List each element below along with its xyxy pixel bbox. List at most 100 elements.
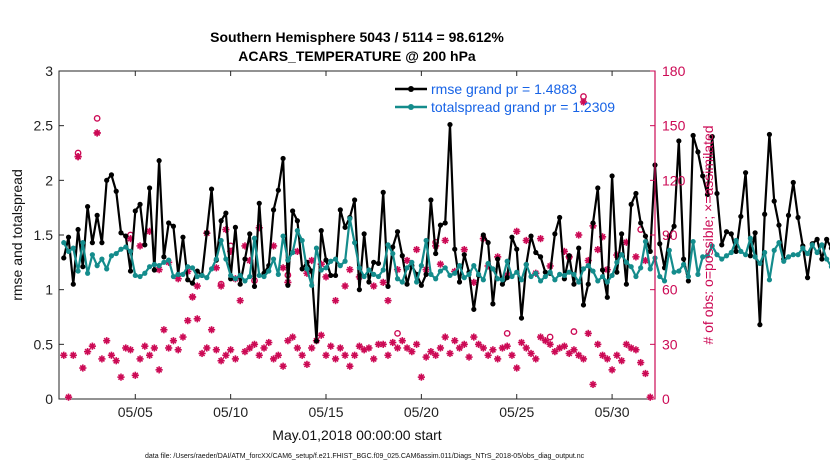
totalspread-point [123, 244, 129, 250]
obs-assimilated-marker [279, 362, 287, 370]
totalspread-point [695, 271, 701, 277]
obs-asterisk-stroke [213, 264, 220, 271]
obs-asterisk-stroke [322, 273, 330, 280]
totalspread-point [304, 266, 310, 272]
obs-assimilated-marker [436, 260, 445, 268]
rmse-point [819, 256, 825, 262]
totalspread-point [590, 268, 596, 274]
x-tick-label: 05/05 [118, 404, 153, 420]
obs-asterisk-stroke [437, 344, 444, 352]
obs-asterisk-stroke [513, 364, 520, 372]
totalspread-point [504, 258, 510, 264]
totalspread-point [814, 249, 820, 256]
obs-asterisk-stroke [470, 279, 477, 286]
x-tick-label: 05/25 [499, 404, 534, 420]
obs-asterisk-stroke [308, 257, 315, 264]
rmse-point [595, 185, 601, 191]
totalspread-point [576, 279, 582, 285]
rmse-point [795, 214, 801, 221]
rmse-point [614, 269, 620, 275]
totalspread-point [75, 268, 81, 274]
totalspread-point [781, 258, 787, 264]
obs-asterisk-stroke [198, 350, 206, 357]
obs-asterisk-stroke [461, 341, 468, 348]
obs-assimilated-marker [522, 344, 530, 352]
obs-assimilated-marker [79, 364, 87, 372]
totalspread-point [795, 252, 801, 258]
obs-asterisk-stroke [337, 344, 344, 352]
obs-asterisk-stroke [408, 348, 415, 355]
rmse-point [99, 240, 105, 246]
obs-asterisk-stroke [260, 344, 268, 352]
obs-asterisk-stroke [470, 333, 477, 341]
obs-assimilated-marker [250, 340, 259, 348]
obs-asterisk-stroke [632, 253, 640, 260]
obs-asterisk-stroke [547, 341, 554, 348]
obs-assimilated-marker [641, 369, 650, 378]
obs-asterisk-stroke [594, 341, 601, 348]
rmse-point [290, 208, 296, 214]
obs-asterisk-stroke [170, 337, 177, 344]
totalspread-point [762, 249, 768, 256]
totalspread-point [89, 252, 95, 258]
x-tick-label: 05/30 [595, 404, 630, 420]
totalspread-point [585, 263, 591, 269]
totalspread-point [733, 237, 739, 244]
rmse-point [247, 231, 253, 237]
obs-assimilated-marker [470, 278, 478, 286]
obs-assimilated-marker [598, 351, 607, 359]
totalspread-point [437, 268, 444, 274]
y-right-tick-label: 30 [662, 336, 678, 352]
obs-assimilated-marker [317, 331, 325, 339]
obs-asterisk-stroke [575, 352, 582, 359]
rmse-point [123, 233, 129, 239]
obs-assimilated-marker [398, 337, 406, 345]
obs-asterisk-stroke [160, 326, 167, 333]
axes-layer: 05/05 05/10 05/15 05/20 05/25 05/30 0 0.5 1 1.5 2 2… [34, 63, 686, 420]
obs-asterisk-stroke [108, 352, 115, 359]
rmse-point [619, 231, 625, 237]
obs-assimilated-marker [470, 333, 478, 341]
rmse-point [723, 229, 730, 235]
totalspread-point [390, 250, 396, 257]
rmse-point [285, 282, 291, 288]
rmse-point [747, 253, 753, 259]
totalspread-point [614, 259, 620, 265]
obs-asterisk-stroke [566, 350, 573, 357]
obs-assimilated-marker [355, 342, 363, 350]
totalspread-point [337, 263, 343, 269]
obs-assimilated-marker [269, 355, 278, 363]
totalspread-point [442, 265, 448, 271]
obs-assimilated-marker [351, 351, 359, 359]
obs-assimilated-marker [513, 364, 521, 372]
y-tick-label: 3 [45, 63, 53, 79]
obs-asterisk-stroke [84, 348, 91, 355]
totalspread-point [270, 256, 277, 262]
rmse-point [385, 283, 391, 289]
obs-asterisk-stroke [65, 394, 72, 401]
y-tick-label: 2.5 [34, 118, 54, 134]
obs-asterisk-stroke [365, 344, 373, 352]
rmse-point [108, 172, 115, 178]
obs-asterisk-stroke [518, 339, 525, 346]
rmse-point [814, 236, 820, 242]
totalspread-point [704, 253, 711, 259]
obs-assimilated-marker [575, 231, 583, 239]
legend-spread-marker [408, 104, 414, 110]
obs-asterisk-stroke [299, 352, 306, 359]
obs-asterisk-stroke [165, 344, 172, 352]
obs-assimilated-marker [336, 344, 344, 352]
rmse-point [404, 281, 410, 287]
rmse-point [89, 240, 95, 246]
totalspread-point [623, 259, 629, 265]
totalspread-point [385, 242, 391, 248]
obs-asterisk-stroke [508, 352, 516, 359]
obs-asterisk-stroke [60, 352, 67, 359]
rmse-point [232, 224, 239, 230]
obs-asterisk-stroke [284, 337, 291, 344]
obs-assimilated-marker [93, 129, 101, 137]
totalspread-point [223, 256, 229, 262]
obs-assimilated-marker [489, 346, 497, 354]
obs-layer [60, 93, 654, 401]
